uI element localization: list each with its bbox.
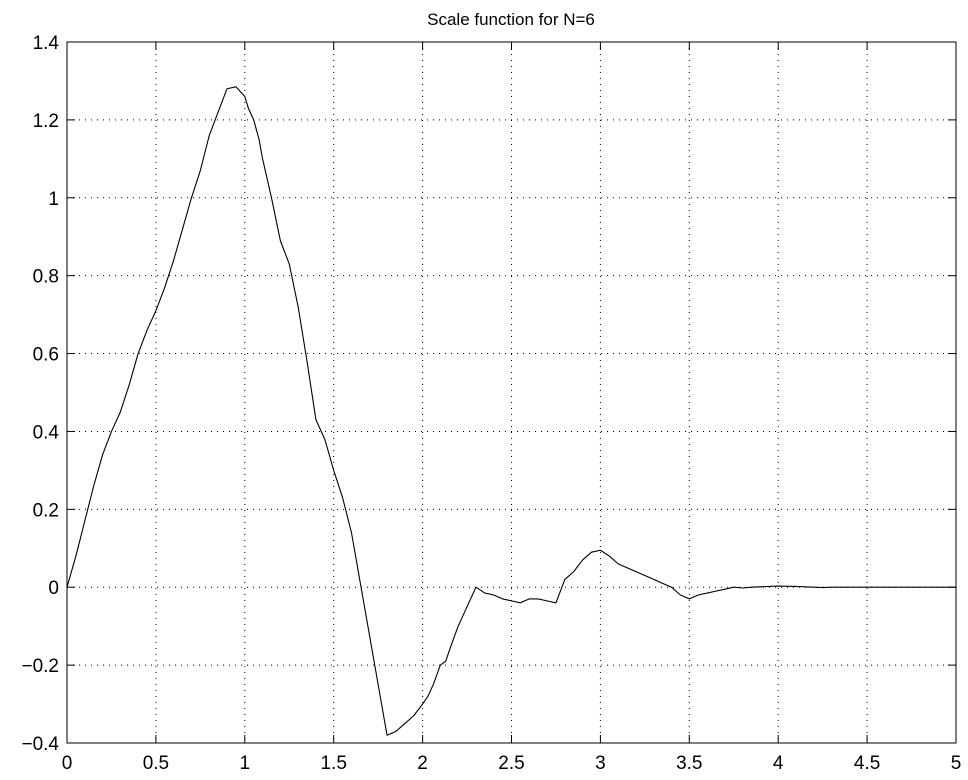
- x-tick-label: 2.5: [498, 753, 524, 774]
- x-tick-label: 3: [595, 753, 606, 774]
- x-tick-label: 5: [951, 753, 962, 774]
- plot-area-frame: [66, 41, 957, 744]
- chart-title: Scale function for N=6: [427, 10, 595, 29]
- y-tick-label: 1: [48, 189, 59, 210]
- x-tick-label: 1: [240, 753, 251, 774]
- y-tick-label: 0: [48, 578, 59, 599]
- x-tick-label: 4.5: [854, 753, 880, 774]
- x-tick-label: 4: [773, 753, 784, 774]
- x-tick-label: 0.5: [143, 753, 169, 774]
- x-tick-label: 0: [62, 753, 73, 774]
- series-line: [66, 86, 956, 736]
- y-tick-label: 1.2: [33, 111, 59, 132]
- y-tick-labels: −0.4 −0.2 0 0.2 0.4 0.6 0.8 1 1.2 1.4: [21, 33, 59, 755]
- y-tick-label: −0.2: [21, 656, 59, 677]
- y-tick-label: 0.6: [33, 345, 59, 366]
- y-tick-label: −0.4: [21, 734, 59, 755]
- x-tick-label: 2: [417, 753, 428, 774]
- x-tick-label: 1.5: [320, 753, 346, 774]
- tick-marks: [66, 41, 957, 744]
- x-tick-labels: 0 0.5 1 1.5 2 2.5 3 3.5 4 4.5 5: [62, 753, 962, 774]
- x-tick-label: 3.5: [676, 753, 702, 774]
- series-layer: [66, 86, 956, 736]
- y-tick-label: 0.2: [33, 500, 59, 521]
- y-tick-label: 0.4: [33, 422, 60, 443]
- grid-lines: [67, 42, 956, 743]
- y-tick-label: 0.8: [33, 267, 59, 288]
- y-tick-label: 1.4: [33, 33, 60, 54]
